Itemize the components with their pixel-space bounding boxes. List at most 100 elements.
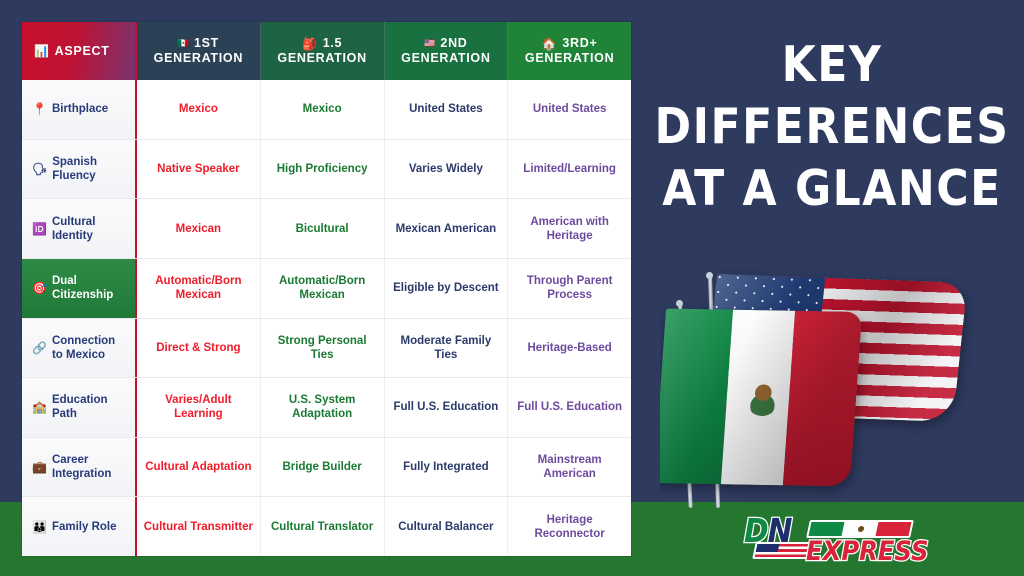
row-header-birthplace[interactable]: 📍 Birthplace <box>22 80 137 139</box>
table-row: 🎯 Dual Citizenship Automatic/Born Mexican A… <box>22 258 631 319</box>
link-icon: 🔗 <box>32 340 47 355</box>
page-title-line-3: AT A GLANCE <box>662 160 1002 217</box>
table-cell: American with Heritage <box>508 199 631 258</box>
logo-mexico-white <box>841 522 879 536</box>
house-icon: 🏠 <box>541 36 558 51</box>
logo-wordmark-express: EXPRESS <box>805 536 930 567</box>
table-cell-value: Mainstream American <box>537 454 602 481</box>
table-cell: Bicultural <box>260 199 385 258</box>
column-header-aspect-label: ASPECT <box>54 43 110 58</box>
row-header-dual-citizenship[interactable]: 🎯 Dual Citizenship <box>22 258 137 318</box>
table-cell: Heritage Reconnector <box>508 497 631 556</box>
backpack-icon: 🎒 <box>302 36 318 51</box>
table-cell: Bridge Builder <box>260 437 385 497</box>
row-header-cultural-identity[interactable]: 🆔 Cultural Identity <box>22 199 137 258</box>
table-cell-value: Mexican <box>175 222 222 235</box>
table-cell: Mexican <box>137 199 261 258</box>
table-cell-value: Limited/Learning <box>523 162 616 175</box>
table-cell-value: Bridge Builder <box>282 461 362 474</box>
table-cell: Cultural Translator <box>260 497 385 556</box>
row-header-label: Connection to Mexico <box>51 334 116 361</box>
row-header-career-integration[interactable]: 💼 Career Integration <box>22 437 137 497</box>
table-cell-value: United States <box>532 103 607 116</box>
logo-mexico-red <box>875 522 912 536</box>
table-cell: Strong Personal Ties <box>260 318 385 378</box>
family-icon: 👪 <box>32 519 47 534</box>
row-header-spanish-fluency[interactable]: 🗣 Spanish Fluency <box>22 139 137 199</box>
table-cell: Varies/Adult Learning <box>137 378 261 437</box>
table-row: 🆔 Cultural Identity Mexican Bicultural Mexic… <box>22 199 631 259</box>
table-cell-value: U.S. System Adaptation <box>288 394 356 421</box>
row-header-label: Spanish Fluency <box>52 155 97 182</box>
table-cell-value: Varies Widely <box>408 162 483 175</box>
table-cell: Cultural Transmitter <box>137 497 261 556</box>
table-body: 📍 Birthplace Mexico Mexico United States Unit… <box>22 80 631 556</box>
table-cell-value: Eligible by Descent <box>393 282 499 295</box>
table-cell: United States <box>384 80 509 139</box>
table-row: 💼 Career Integration Cultural Adaptation Br… <box>22 437 631 498</box>
column-header-aspect: 📊 ASPECT <box>22 22 137 80</box>
table-row: 📍 Birthplace Mexico Mexico United States Unit… <box>22 80 631 140</box>
table-cell-value: American with Heritage <box>530 215 609 242</box>
table-cell: Cultural Adaptation <box>137 437 261 497</box>
id-badge-icon: 🆔 <box>32 221 47 236</box>
table-cell-value: Varies/Adult Learning <box>165 394 232 421</box>
table-cell: U.S. System Adaptation <box>260 378 385 437</box>
table-cell-value: Direct & Strong <box>156 341 241 354</box>
table-cell-value: Heritage-Based <box>527 341 612 354</box>
table-cell: Heritage-Based <box>508 318 631 378</box>
table-cell-value: Mexico <box>178 103 218 116</box>
table-cell-value: Mexico <box>302 103 342 116</box>
mexico-flag-shading <box>660 308 863 487</box>
flag-pole-knob-mexico <box>676 300 683 307</box>
table-cell: Cultural Balancer <box>384 497 509 556</box>
table-cell: Automatic/Born Mexican <box>137 258 261 318</box>
table-row: 🔗 Connection to Mexico Direct & Strong Stro… <box>22 318 631 379</box>
logo-mexico-green <box>808 522 845 536</box>
row-header-label: Dual Citizenship <box>51 275 114 302</box>
table-cell-value: Automatic/Born Mexican <box>155 275 242 302</box>
table-cell: Mexico <box>137 80 261 139</box>
table-cell: Limited/Learning <box>508 139 631 199</box>
page-title-line-1: KEY <box>781 36 883 93</box>
table-row: 🗣 Spanish Fluency Native Speaker High Profi… <box>22 139 631 200</box>
table-cell: Mexican American <box>384 199 509 258</box>
dn-express-logo[interactable]: DN EXPRESS <box>743 511 930 567</box>
logo-wordmark-dn: DN <box>743 511 794 550</box>
flags-photo <box>660 268 1024 508</box>
table-cell-value: Bicultural <box>295 222 349 235</box>
bar-chart-icon: 📊 <box>34 44 50 58</box>
table-cell-value: Cultural Adaptation <box>145 461 252 474</box>
table-cell-value: Strong Personal Ties <box>277 334 367 361</box>
usa-flag-icon: 🇺🇸 <box>424 38 436 49</box>
page-title-line-2: DIFFERENCES <box>654 98 1010 155</box>
table-cell: Automatic/Born Mexican <box>260 258 385 318</box>
table-cell: Fully Integrated <box>384 437 509 497</box>
page-title: KEY DIFFERENCES AT A GLANCE <box>650 34 1014 220</box>
table-cell-value: Cultural Balancer <box>398 520 494 533</box>
row-header-connection-to-mexico[interactable]: 🔗 Connection to Mexico <box>22 318 137 378</box>
table-cell-value: Fully Integrated <box>403 461 489 474</box>
table-cell: Through Parent Process <box>508 258 631 318</box>
row-header-education-path[interactable]: 🏫 Education Path <box>22 378 137 437</box>
table-row: 🏫 Education Path Varies/Adult Learning U.S.… <box>22 378 631 438</box>
table-cell-value: Native Speaker <box>157 162 240 175</box>
table-cell: Mexico <box>260 80 385 139</box>
table-row: 👪 Family Role Cultural Transmitter Cultural… <box>22 497 631 556</box>
table-cell-value: Through Parent Process <box>526 275 613 302</box>
table-cell: Moderate Family Ties <box>384 318 509 378</box>
table-cell-value: Cultural Translator <box>271 520 374 533</box>
location-pin-icon: 📍 <box>32 102 47 117</box>
table-cell-value: Automatic/Born Mexican <box>279 275 366 302</box>
speaking-head-icon: 🗣 <box>32 161 48 176</box>
row-header-label: Cultural Identity <box>51 215 96 242</box>
row-header-family-role[interactable]: 👪 Family Role <box>22 497 137 556</box>
table-cell: Direct & Strong <box>137 318 261 378</box>
column-header-2nd-generation: 🇺🇸 2ND GENERATION <box>384 22 509 80</box>
column-header-3rd-plus-generation: 🏠 3RD+ GENERATION <box>508 22 631 80</box>
table-cell-value: Heritage Reconnector <box>534 513 605 540</box>
row-header-label: Education Path <box>51 394 108 421</box>
table-cell: Eligible by Descent <box>384 258 509 318</box>
mexico-flag-icon: 🇲🇽 <box>177 38 189 49</box>
